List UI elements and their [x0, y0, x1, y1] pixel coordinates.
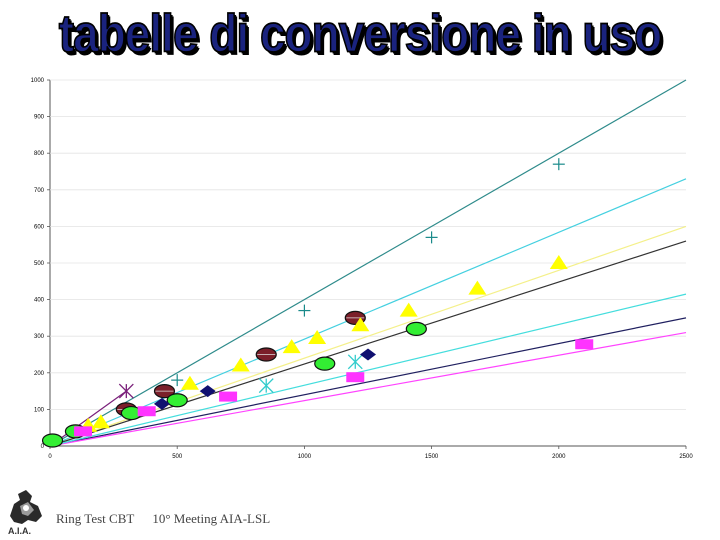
y-tick-label: 200 — [34, 371, 45, 377]
series-1-point — [425, 231, 438, 244]
series-7-point — [199, 385, 216, 398]
x-tick-label: 500 — [172, 454, 183, 460]
x-tick-label: 1500 — [425, 454, 439, 460]
series-7-point — [360, 348, 376, 361]
series-4-point — [282, 339, 301, 354]
y-tick-label: 300 — [34, 334, 45, 340]
y-tick-label: 400 — [34, 298, 45, 304]
series-9-line — [49, 293, 687, 447]
y-tick-label: 700 — [34, 188, 45, 194]
series-8-point — [575, 339, 594, 350]
series-5-point — [347, 354, 363, 370]
series-1-point — [552, 158, 565, 171]
series-4-point — [231, 357, 250, 372]
series-4-point — [180, 375, 199, 390]
y-tick-label: 100 — [34, 407, 45, 413]
y-tick-label: 900 — [34, 115, 45, 121]
y-tick-labels: 0 100 200 300 400 500 600 700 800 900 1000 — [31, 78, 45, 450]
x-tick-labels: 0 500 1000 1500 2000 2500 — [48, 446, 693, 460]
y-tick-label: 800 — [34, 151, 45, 157]
footer: Ring Test CBT 10° Meeting AIA-LSL — [56, 511, 288, 527]
series-7-line — [49, 317, 687, 447]
series-3-point — [118, 383, 134, 399]
page-title: tabelle di conversione in uso — [58, 2, 663, 64]
y-tick-label: 500 — [34, 261, 45, 267]
series-8-point — [346, 372, 365, 383]
conversion-chart: 0 100 200 300 400 500 600 700 800 900 1000 0 500 100… — [31, 78, 694, 460]
series-6-point — [41, 433, 64, 448]
series-4-point — [549, 255, 568, 269]
series-7-point — [153, 397, 170, 410]
series-1-point — [298, 304, 311, 317]
y-tick-label: 0 — [41, 444, 45, 450]
series-1-line — [49, 79, 687, 447]
series-4-point — [399, 302, 418, 317]
y-tick-label: 1000 — [31, 78, 45, 84]
series-6-line — [49, 240, 687, 447]
x-tick-label: 0 — [48, 454, 52, 460]
x-tick-label: 2000 — [552, 454, 566, 460]
series-1-point — [171, 374, 184, 387]
series-2-point — [153, 384, 176, 399]
logo-caption: A.I.A. — [8, 526, 32, 536]
footer-right-text: 10° Meeting AIA-LSL — [152, 511, 271, 526]
footer-left-text: Ring Test CBT — [56, 511, 135, 526]
series-4-point — [468, 280, 487, 295]
series-8-point — [219, 391, 238, 402]
x-tick-label: 1000 — [298, 454, 312, 460]
series-4-line — [49, 225, 687, 447]
data-points — [41, 158, 594, 448]
y-tick-label: 600 — [34, 224, 45, 230]
series-5-line — [49, 178, 687, 447]
series-8-point — [137, 406, 156, 417]
series-5-point — [258, 378, 274, 394]
series-8-point — [74, 426, 93, 437]
x-tick-label: 2500 — [679, 454, 693, 460]
series-6-point — [314, 356, 336, 371]
series-8-line — [49, 331, 687, 447]
y-grid — [47, 79, 686, 447]
series-6-point — [405, 321, 427, 336]
series-6-point — [166, 393, 188, 408]
series-4-point — [308, 330, 327, 345]
series-4-point — [351, 317, 370, 332]
series-4-point — [91, 414, 110, 429]
aia-logo-icon — [2, 486, 48, 526]
series-2-point — [255, 347, 277, 362]
